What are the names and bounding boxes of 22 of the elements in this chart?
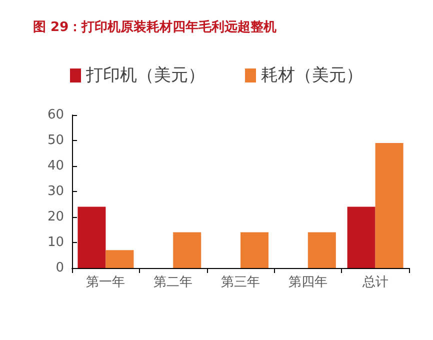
bar (240, 232, 268, 268)
y-tick-label: 60 (47, 108, 64, 122)
y-tick-label: 50 (47, 133, 64, 148)
legend-label: 耗材（美元） (261, 66, 363, 86)
x-tick-label: 第二年 (154, 275, 193, 290)
x-tick-label: 第四年 (288, 275, 328, 290)
chart-title: 图 29：打印机原装耗材四年毛利远超整机 (33, 19, 277, 35)
y-tick-label: 0 (56, 260, 64, 276)
bar (78, 206, 106, 268)
y-tick-label: 20 (47, 210, 64, 224)
legend-label: 打印机（美元） (85, 66, 205, 86)
bar (173, 232, 202, 268)
x-tick-label: 第一年 (86, 275, 126, 290)
y-tick-label: 30 (47, 184, 64, 199)
bar (347, 206, 376, 268)
bar (106, 250, 134, 268)
x-tick-label: 第三年 (221, 275, 260, 290)
y-tick-label: 40 (47, 158, 64, 174)
bar (308, 232, 336, 268)
bar (375, 143, 404, 268)
y-tick-label: 10 (47, 235, 64, 250)
x-tick-label: 总计 (361, 275, 388, 290)
